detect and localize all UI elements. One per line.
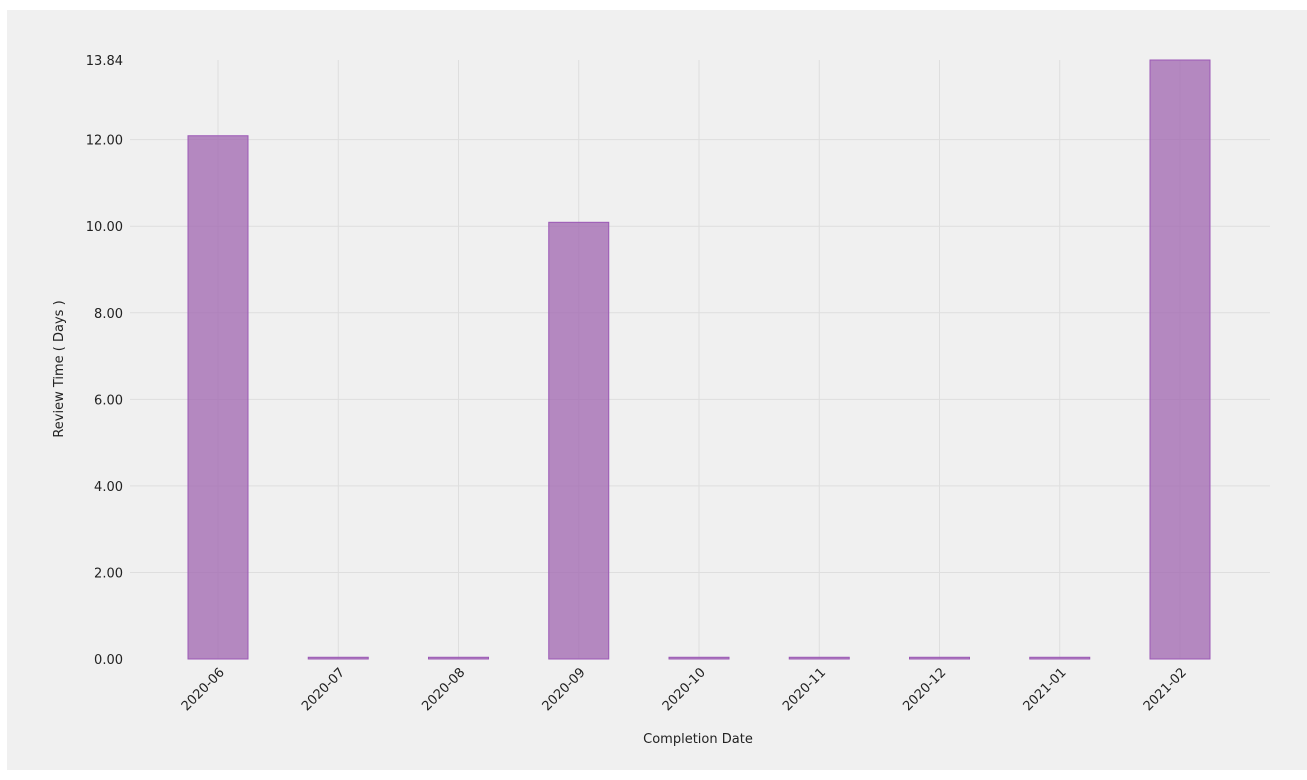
x-tick-labels: 2020-06 2020-07 2020-08 2020-09 2020-10 2020-… xyxy=(179,665,1190,714)
bar-2020-12[interactable] xyxy=(909,656,970,660)
x-tick-label: 2020-10 xyxy=(660,665,709,714)
x-tick-label: 2021-02 xyxy=(1141,665,1190,714)
bars-layer xyxy=(187,59,1211,660)
x-tick-label: 2021-01 xyxy=(1021,665,1070,714)
y-tick-label: 4.00 xyxy=(94,480,123,495)
x-tick-label: 2020-06 xyxy=(179,665,228,714)
bar-2021-01[interactable] xyxy=(1029,656,1091,660)
x-tick-label: 2020-09 xyxy=(540,665,589,714)
bar-2020-06[interactable] xyxy=(187,135,249,660)
y-tick-label: 12.00 xyxy=(86,134,123,149)
bar-2020-10[interactable] xyxy=(668,656,730,660)
y-tick-label: 0.00 xyxy=(94,653,123,668)
y-tick-labels: 0.00 2.00 4.00 6.00 8.00 10.00 12.00 13.84 xyxy=(86,54,123,668)
x-tick-label: 2020-07 xyxy=(299,665,348,714)
y-tick-label: 8.00 xyxy=(94,307,123,322)
bar-2020-11[interactable] xyxy=(788,656,850,660)
bar-2020-07[interactable] xyxy=(307,656,369,660)
chart-panel: 0.00 2.00 4.00 6.00 8.00 10.00 12.00 13.84 2020… xyxy=(7,10,1307,770)
x-tick-label: 2020-11 xyxy=(780,665,829,714)
bar-2020-08[interactable] xyxy=(428,656,489,660)
grid-layer xyxy=(130,60,1270,659)
y-tick-label: 2.00 xyxy=(94,566,123,581)
x-axis-title: Completion Date xyxy=(643,732,753,747)
x-tick-label: 2020-08 xyxy=(419,665,468,714)
y-tick-label: 10.00 xyxy=(86,220,123,235)
bar-2020-09[interactable] xyxy=(548,221,610,660)
bar-2021-02[interactable] xyxy=(1149,59,1211,660)
y-tick-label: 13.84 xyxy=(86,54,123,69)
x-tick-label: 2020-12 xyxy=(900,665,949,714)
review-time-bar-chart: 0.00 2.00 4.00 6.00 8.00 10.00 12.00 13.84 2020… xyxy=(52,54,1270,747)
y-tick-label: 6.00 xyxy=(94,393,123,408)
y-axis-title: Review Time ( Days ) xyxy=(52,300,67,437)
